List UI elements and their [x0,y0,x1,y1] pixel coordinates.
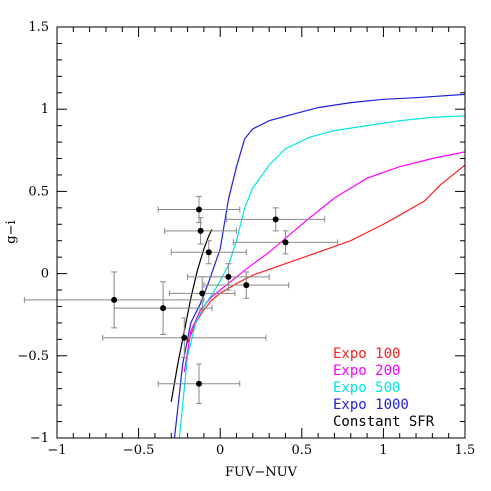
data-point [195,206,202,213]
data-point [205,249,212,256]
data-point [225,273,232,280]
y-tick-label: −0.5 [17,349,49,364]
x-tick-label: −1 [47,443,66,458]
data-point [272,216,279,223]
series-line [170,228,213,402]
legend-entry: Constant SFR [333,414,435,430]
observed-points [23,195,339,404]
legend-entry: Expo 1000 [333,397,409,413]
data-point [111,296,118,303]
series-line [178,115,465,438]
legend-entry: Expo 200 [333,363,400,379]
series-line [173,93,465,438]
tick-labels: −1−1 −0.5 −0.5 0 0 0.5 0.5 1 1 1.5 1.5 [17,20,475,458]
y-tick-label: −1 [30,431,49,446]
y-tick-label: 1.5 [28,20,49,35]
data-point [199,290,206,297]
x-axis-title: FUV−NUV [225,465,298,480]
x-tick-label: 1.5 [455,443,476,458]
legend-entry: Expo 500 [333,380,400,396]
y-tick-label: 0.5 [28,184,49,199]
data-point [243,282,250,289]
model-curves [170,93,465,438]
axis-ticks [56,26,466,439]
data-point [195,380,202,387]
x-tick-label: 0.5 [291,443,312,458]
data-point [282,239,289,246]
series-line [183,151,465,373]
y-tick-label: 1 [41,102,49,117]
x-tick-label: −0.5 [123,443,155,458]
x-tick-label: 0 [216,443,224,458]
series-line [187,164,465,343]
data-point [160,305,167,312]
plot-frame [56,26,466,439]
legend-entry: Expo 100 [333,346,400,362]
x-tick-label: 1 [379,443,387,458]
data-point [197,227,204,234]
y-axis-title: g−i [4,220,19,243]
y-tick-label: 0 [41,267,49,282]
data-point [181,334,188,341]
